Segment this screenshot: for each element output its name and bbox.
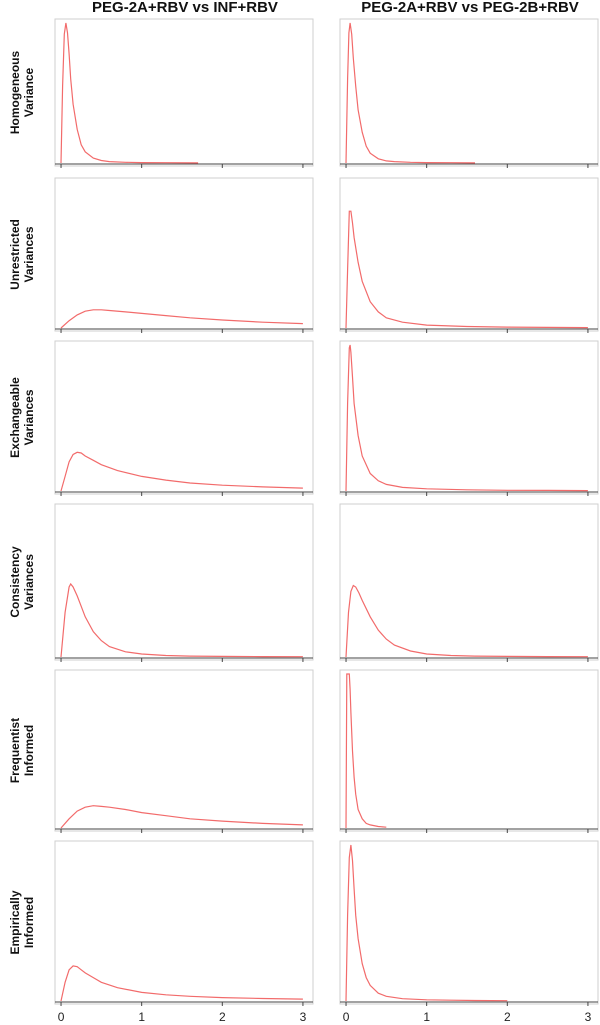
row-label-3-line-1: Variances xyxy=(22,554,36,610)
panel-frame xyxy=(54,669,314,832)
row-label-2: Exchangeable Variances xyxy=(8,377,36,458)
panel-r5-c1 xyxy=(339,840,599,1006)
row-label-4-line-0: Frequentist xyxy=(8,718,22,783)
x-tick-label-c0-1: 1 xyxy=(138,1010,145,1024)
row-label-2-line-1: Variances xyxy=(22,389,36,445)
panel-frame xyxy=(54,503,314,661)
column-title-right: PEG-2A+RBV vs PEG-2B+RBV xyxy=(361,0,579,16)
panel-r4-c1 xyxy=(339,669,599,833)
x-tick-label-c0-0: 0 xyxy=(58,1010,65,1024)
row-label-0-line-0: Homogeneous xyxy=(8,51,22,135)
density-curve-r2-c1 xyxy=(345,344,588,492)
row-label-3: Consistency Variances xyxy=(8,546,36,618)
row-label-3-line-0: Consistency xyxy=(8,546,22,618)
row-label-2-line-0: Exchangeable xyxy=(8,377,22,458)
density-curve-r0-c1 xyxy=(345,22,476,164)
x-tick-label-c0-2: 2 xyxy=(219,1010,226,1024)
panel-r2-c1 xyxy=(339,340,599,496)
x-tick-label-c1-1: 1 xyxy=(423,1010,430,1024)
row-label-4: Frequentist Informed xyxy=(8,718,36,783)
row-label-1-line-1: Variances xyxy=(22,226,36,282)
panel-grid xyxy=(54,18,599,1006)
panel-r1-c0 xyxy=(54,177,314,333)
panel-r3-c1 xyxy=(339,503,599,662)
panel-frame xyxy=(339,177,599,332)
density-curve-r3-c0 xyxy=(60,582,303,658)
panel-frame xyxy=(339,503,599,661)
panel-frame xyxy=(339,669,599,832)
density-curve-r4-c0 xyxy=(60,805,303,829)
panel-r4-c0 xyxy=(54,669,314,833)
density-curve-r4-c1 xyxy=(345,673,387,829)
panel-frame xyxy=(339,340,599,495)
panel-frame xyxy=(54,177,314,332)
column-title-left: PEG-2A+RBV vs INF+RBV xyxy=(92,0,278,16)
panel-r2-c0 xyxy=(54,340,314,496)
density-curve-r5-c0 xyxy=(60,965,303,1002)
panel-frame xyxy=(339,840,599,1005)
panel-r5-c0 xyxy=(54,840,314,1006)
panel-frame xyxy=(339,18,599,167)
x-tick-label-c1-2: 2 xyxy=(504,1010,511,1024)
x-tick-label-c1-3: 3 xyxy=(585,1010,592,1024)
x-tick-label-c1-0: 0 xyxy=(343,1010,350,1024)
density-curve-r3-c1 xyxy=(345,584,588,658)
x-axis-tick-labels: 0 1 2 3 0 1 2 3 xyxy=(58,1010,592,1024)
density-curve-r2-c0 xyxy=(60,451,303,492)
panel-frame xyxy=(54,340,314,495)
x-tick-label-c0-3: 3 xyxy=(300,1010,307,1024)
density-curve-r1-c1 xyxy=(345,210,588,329)
row-label-1-line-0: Unrestricted xyxy=(8,219,22,290)
panel-frame xyxy=(54,840,314,1005)
density-curve-r1-c0 xyxy=(60,309,303,329)
row-label-5-line-1: Informed xyxy=(22,897,36,948)
panel-r1-c1 xyxy=(339,177,599,333)
row-label-1: Unrestricted Variances xyxy=(8,219,36,290)
density-curve-r0-c0 xyxy=(60,22,199,164)
density-curve-r5-c1 xyxy=(345,844,508,1002)
panel-r0-c1 xyxy=(339,18,599,168)
panel-r0-c0 xyxy=(54,18,314,168)
panel-frame xyxy=(54,18,314,167)
row-label-0: Homogeneous Variance xyxy=(8,51,36,135)
row-label-5: Empirically Informed xyxy=(8,890,36,954)
panel-r3-c0 xyxy=(54,503,314,662)
row-label-5-line-0: Empirically xyxy=(8,890,22,954)
row-label-4-line-1: Informed xyxy=(22,725,36,776)
row-label-0-line-1: Variance xyxy=(22,67,36,117)
